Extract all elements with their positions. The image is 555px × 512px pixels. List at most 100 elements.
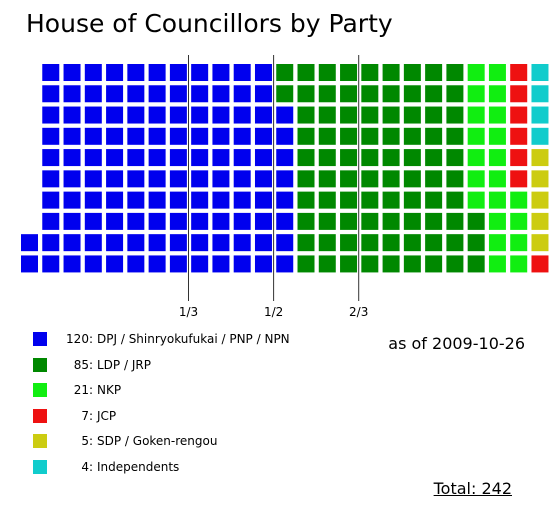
seat-ldp <box>382 212 400 230</box>
seat-dpj <box>148 149 166 167</box>
seat-sdp <box>531 149 549 167</box>
seat-ldp <box>403 170 421 188</box>
seat-ldp <box>467 255 485 273</box>
seat-ldp <box>297 106 315 124</box>
seat-ldp <box>318 64 336 81</box>
seat-nkp <box>488 127 506 145</box>
seat-dpj <box>63 255 81 273</box>
seat-dpj <box>106 106 124 124</box>
seat-nkp <box>510 255 528 273</box>
seat-jcp <box>510 106 528 124</box>
seat-dpj <box>42 234 60 252</box>
seat-nkp <box>488 191 506 209</box>
seat-dpj <box>191 170 209 188</box>
seat-ldp <box>425 127 443 145</box>
seat-dpj <box>212 255 230 273</box>
seat-dpj <box>84 106 102 124</box>
seat-nkp <box>488 255 506 273</box>
seat-dpj <box>42 255 60 273</box>
seat-dpj <box>84 191 102 209</box>
seat-dpj <box>63 127 81 145</box>
seat-dpj <box>148 127 166 145</box>
seat-dpj <box>63 64 81 81</box>
legend-count-sdp: 5: <box>81 434 93 448</box>
seat-ldp <box>340 170 358 188</box>
seat-dpj <box>233 255 251 273</box>
seat-ldp <box>403 85 421 103</box>
seat-ldp <box>340 191 358 209</box>
seat-dpj <box>254 127 272 145</box>
seat-dpj <box>212 234 230 252</box>
seat-ldp <box>361 212 379 230</box>
seat-dpj <box>127 234 145 252</box>
seat-ldp <box>382 106 400 124</box>
seat-dpj <box>191 234 209 252</box>
seat-ldp <box>425 191 443 209</box>
seat-dpj <box>276 127 294 145</box>
seat-ldp <box>446 255 464 273</box>
seat-dpj <box>148 255 166 273</box>
seat-ldp <box>361 64 379 81</box>
seat-dpj <box>212 170 230 188</box>
seat-ldp <box>425 212 443 230</box>
legend-item-jcp: 7: JCP <box>33 408 116 424</box>
seat-ldp <box>425 255 443 273</box>
seat-dpj <box>169 170 187 188</box>
seat-dpj <box>233 149 251 167</box>
seat-ldp <box>276 64 294 81</box>
total-seats: Total: 242 <box>433 479 512 498</box>
seat-dpj <box>254 170 272 188</box>
seat-dpj <box>212 127 230 145</box>
seat-dpj <box>233 170 251 188</box>
seat-ldp <box>382 255 400 273</box>
seat-ldp <box>403 212 421 230</box>
seat-dpj <box>169 255 187 273</box>
seat-ldp <box>361 127 379 145</box>
seat-dpj <box>106 170 124 188</box>
seat-ldp <box>403 149 421 167</box>
seat-sdp <box>531 191 549 209</box>
seat-independents <box>531 106 549 124</box>
seat-dpj <box>276 255 294 273</box>
seat-nkp <box>488 85 506 103</box>
seat-dpj <box>191 85 209 103</box>
seat-dpj <box>84 255 102 273</box>
seat-nkp <box>467 149 485 167</box>
seat-ldp <box>318 149 336 167</box>
seat-ldp <box>297 149 315 167</box>
seat-ldp <box>361 85 379 103</box>
seat-dpj <box>106 85 124 103</box>
seat-dpj <box>106 255 124 273</box>
seat-dpj <box>254 64 272 81</box>
seat-nkp <box>467 191 485 209</box>
seat-dpj <box>42 149 60 167</box>
seat-nkp <box>510 234 528 252</box>
seat-dpj <box>254 106 272 124</box>
seat-dpj <box>169 149 187 167</box>
seat-jcp <box>510 149 528 167</box>
seat-dpj <box>169 127 187 145</box>
seat-ldp <box>318 127 336 145</box>
seat-ldp <box>446 234 464 252</box>
seat-sdp <box>531 234 549 252</box>
seat-nkp <box>467 106 485 124</box>
seat-ldp <box>318 212 336 230</box>
seat-dpj <box>63 85 81 103</box>
seat-ldp <box>382 191 400 209</box>
seat-dpj <box>42 64 60 81</box>
seat-dpj <box>191 64 209 81</box>
seat-dpj <box>212 85 230 103</box>
seat-ldp <box>382 234 400 252</box>
legend-count-nkp: 21: <box>73 383 93 397</box>
seat-dpj <box>233 191 251 209</box>
seat-nkp <box>488 64 506 81</box>
seat-dpj <box>148 85 166 103</box>
seat-ldp <box>403 255 421 273</box>
legend-item-dpj: 120: DPJ / Shinryokufukai / PNP / NPN <box>33 331 290 347</box>
seat-grid: 1/3 1/2 2/3 <box>21 55 549 319</box>
seat-jcp <box>531 255 549 273</box>
seat-dpj <box>106 64 124 81</box>
seat-dpj <box>127 149 145 167</box>
seat-dpj <box>212 212 230 230</box>
seat-ldp <box>340 64 358 81</box>
